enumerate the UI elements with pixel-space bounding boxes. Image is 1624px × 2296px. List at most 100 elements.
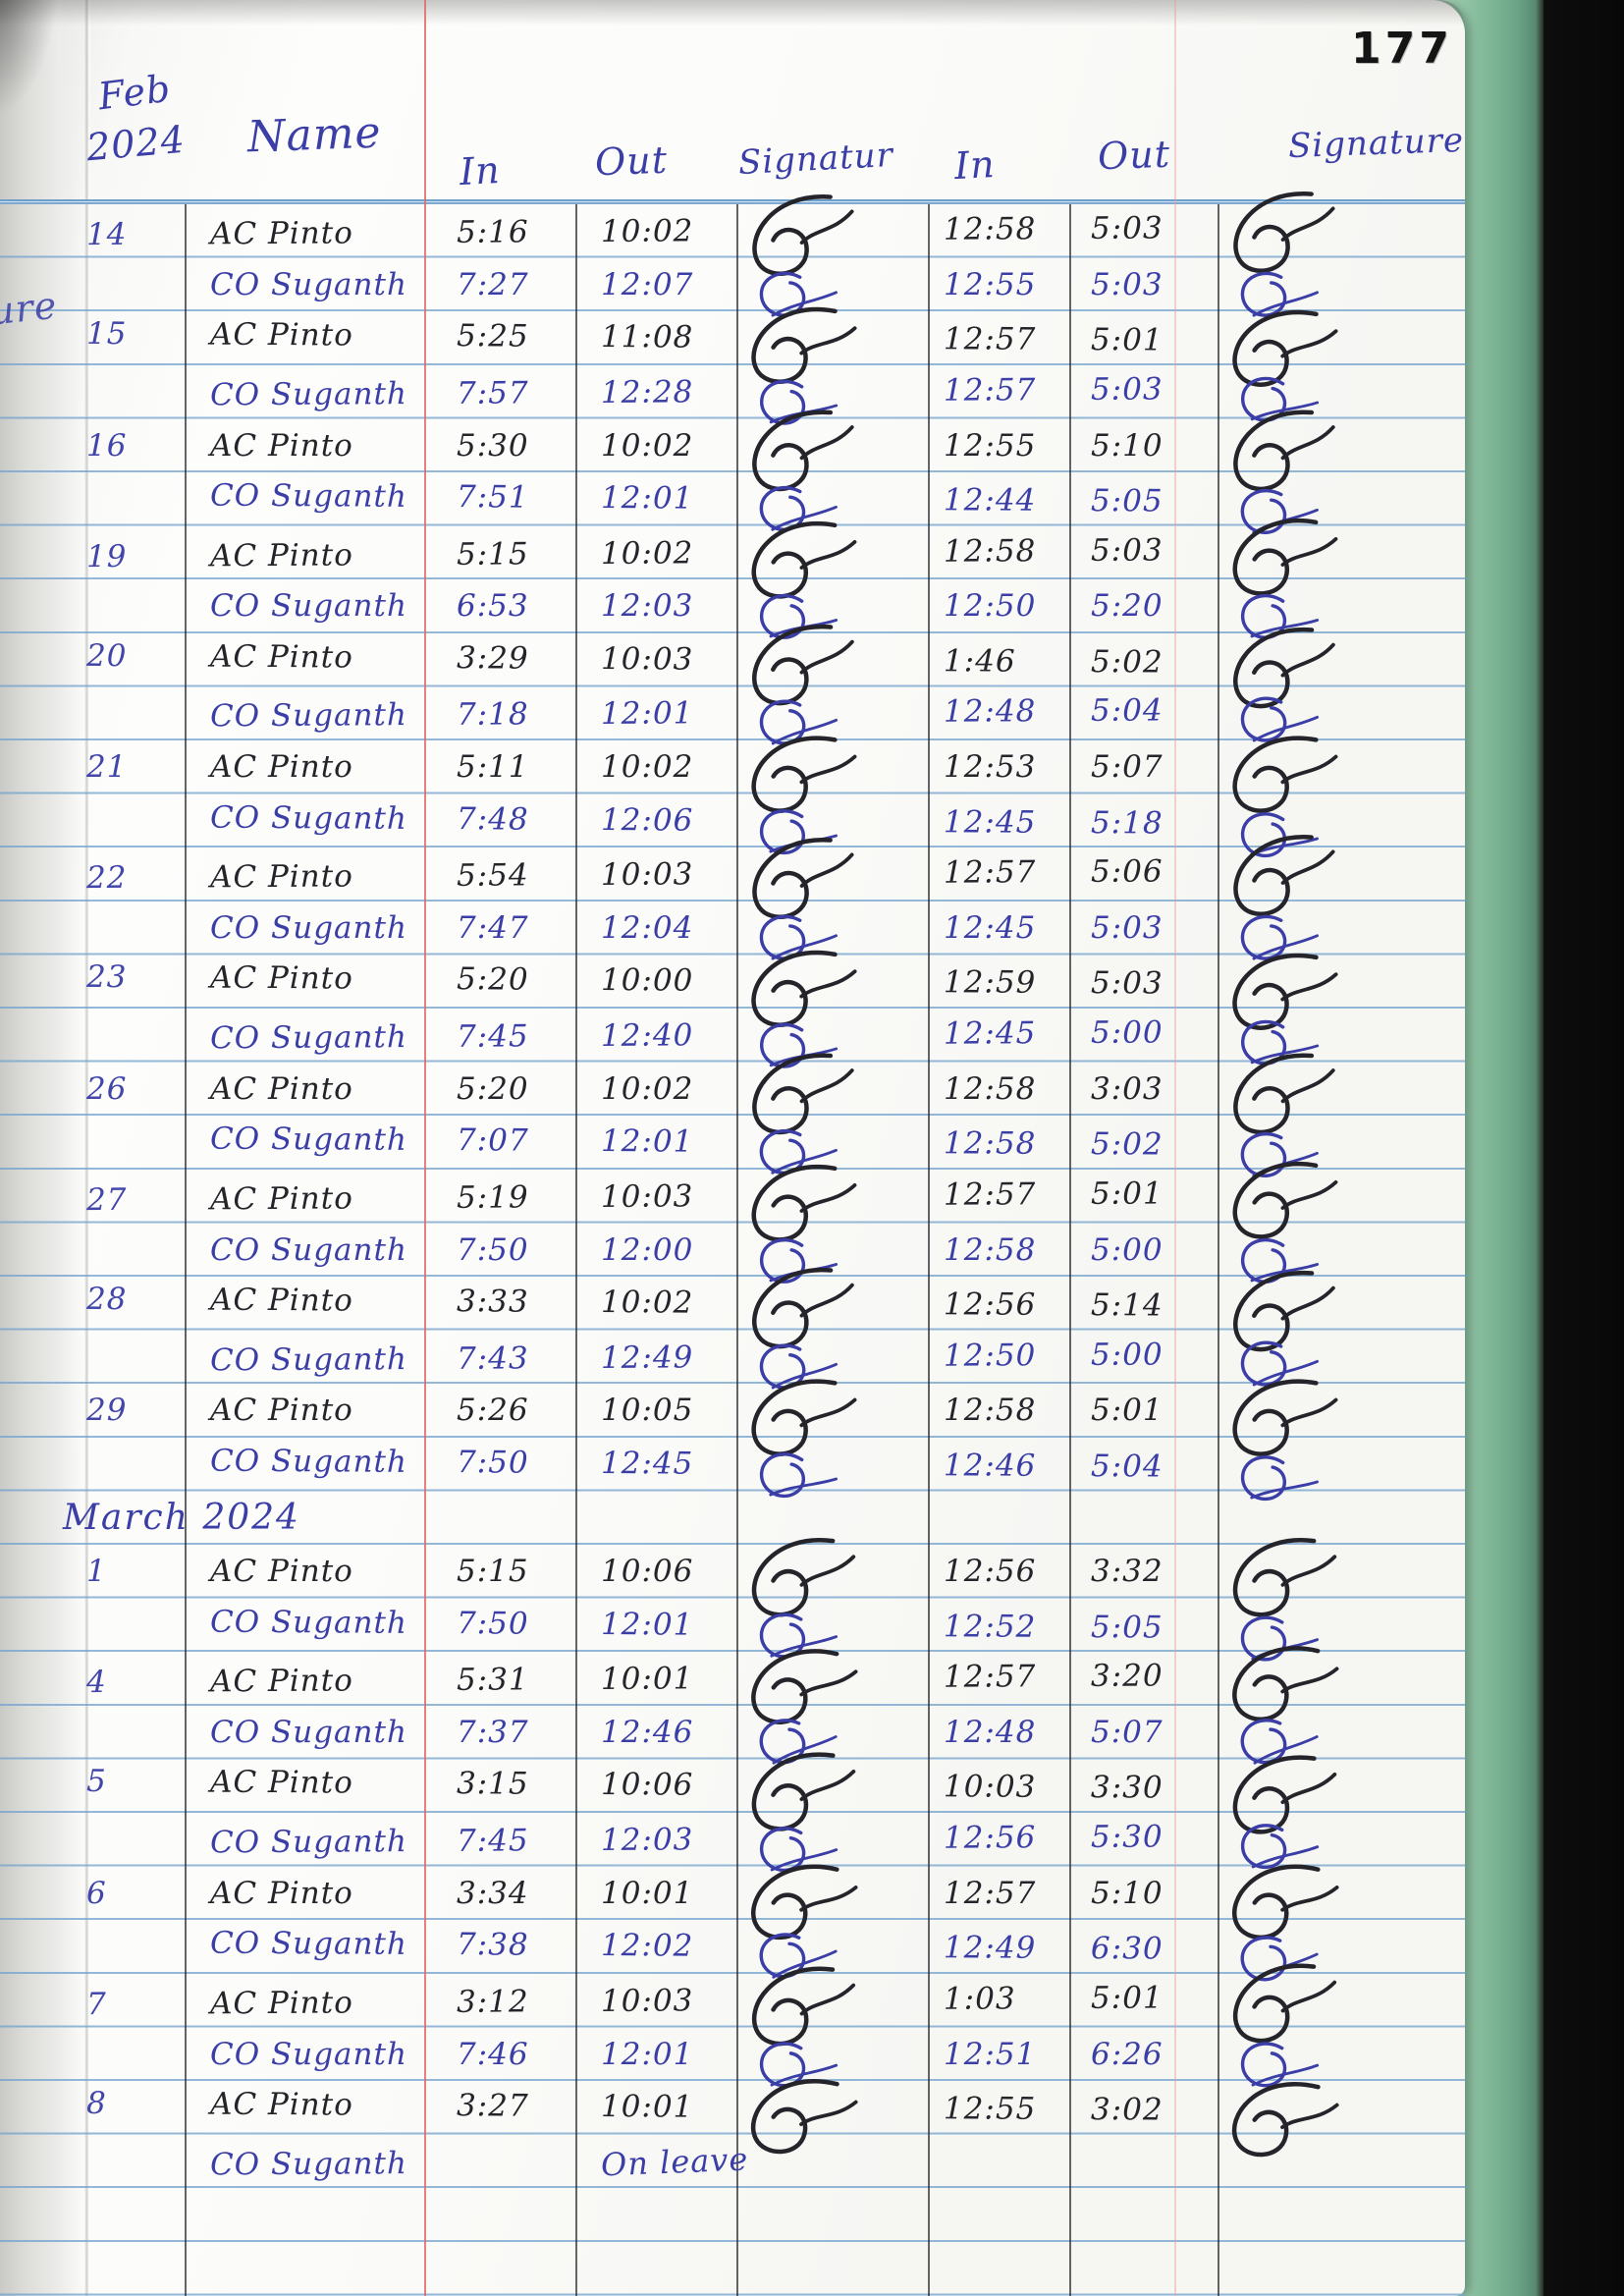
time-in-afternoon: 12:49 [943, 1930, 1037, 1967]
time-out-afternoon: 5:00 [1090, 1014, 1164, 1052]
signature-morning-cell [736, 625, 928, 706]
signature-scribble [1233, 628, 1335, 709]
signature-scribble [751, 1538, 856, 1617]
time-in-morning: 7:48 [456, 801, 529, 838]
time-out-afternoon: 5:00 [1091, 1231, 1164, 1268]
row-date: 6 [86, 1875, 107, 1911]
register-row: CO Suganth 7:50 12:45 12:46 5:04 [59, 1433, 1445, 1502]
signature-scribble [1233, 410, 1335, 491]
row-name: CO Suganth [210, 588, 407, 625]
signature-scribble [1232, 1864, 1339, 1940]
time-in-morning: 7:18 [456, 697, 529, 734]
page-top-shadow [0, 0, 1465, 26]
time-out-afternoon: 6:30 [1090, 1931, 1164, 1968]
row-name: CO Suganth [209, 2146, 408, 2183]
row-name: AC Pinto [209, 317, 353, 355]
register-row: 8 AC Pinto 3:27 10:01 12:55 3:02 [59, 2077, 1445, 2158]
time-in-morning: 5:19 [456, 1179, 529, 1216]
signature-scribble [759, 1827, 839, 1873]
signature-morning-cell [736, 809, 928, 855]
time-out-morning: 12:03 [600, 1822, 694, 1859]
time-out-afternoon: 5:03 [1090, 965, 1164, 1003]
column-header-out-afternoon: Out [1097, 132, 1171, 179]
signature-afternoon-cell [1218, 1646, 1445, 1722]
time-in-afternoon: 12:58 [944, 1070, 1037, 1107]
register-row: CO Suganth 7:48 12:06 12:45 5:18 [59, 790, 1445, 857]
attendance-table: 14 AC Pinto 5:16 10:02 12:58 5:03 CO Suganth 7:… [59, 191, 1445, 2296]
column-header-out-morning: Out [594, 137, 669, 185]
binding-shadow [0, 0, 59, 118]
signature-scribble [1240, 1340, 1320, 1387]
signature-scribble [1240, 594, 1320, 640]
time-out-afternoon: 5:05 [1090, 1609, 1164, 1646]
time-out-afternoon: 5:04 [1090, 1449, 1164, 1485]
signature-afternoon-cell [1218, 835, 1445, 917]
signature-morning-cell [736, 2079, 928, 2155]
time-in-morning: 3:33 [456, 1284, 529, 1320]
signature-scribble [759, 271, 838, 317]
row-name: AC Pinto [209, 858, 353, 896]
signature-morning-cell [736, 379, 928, 425]
page-number: 177 [1351, 24, 1453, 74]
signature-morning-cell [736, 1649, 928, 1725]
register-row: 1 AC Pinto 5:15 10:06 12:56 3:32 [59, 1538, 1445, 1617]
row-name: CO Suganth [209, 1604, 408, 1641]
row-date: 4 [85, 1665, 107, 1701]
time-out-afternoon: 5:07 [1091, 1715, 1164, 1751]
signature-afternoon-cell [1218, 1824, 1445, 1870]
time-out-afternoon: 5:00 [1090, 1337, 1164, 1373]
time-in-afternoon [928, 2159, 1069, 2160]
time-out-morning: On leave [575, 2140, 749, 2183]
time-out-morning: 10:06 [600, 1767, 694, 1804]
signature-morning-cell [736, 2160, 928, 2161]
header-underline [0, 199, 1465, 204]
signature-morning-cell [736, 1023, 928, 1069]
time-in-afternoon: 12:48 [943, 693, 1037, 731]
row-name: AC Pinto [209, 638, 353, 676]
signature-scribble [751, 951, 857, 1028]
column-header-signature-morning: Signatur [737, 135, 894, 184]
row-name: AC Pinto [209, 1663, 353, 1700]
row-date: 26 [86, 1070, 128, 1107]
time-in-morning: 3:27 [456, 2088, 529, 2124]
row-date: 15 [85, 316, 128, 353]
time-out-morning: 10:05 [601, 1393, 694, 1429]
row-name: CO Suganth [209, 697, 408, 736]
signature-morning-cell [736, 520, 928, 599]
row-date: 19 [85, 538, 128, 575]
row-name: AC Pinto [210, 1393, 353, 1429]
register-row: CO Suganth 7:27 12:07 12:55 5:03 [59, 258, 1445, 317]
row-name: CO Suganth [209, 477, 408, 516]
register-row: CO Suganth 6:53 12:03 12:50 5:20 [59, 579, 1445, 640]
register-row: CO Suganth 7:57 12:28 12:57 5:03 [59, 360, 1445, 425]
time-in-afternoon: 12:59 [943, 964, 1037, 1002]
signature-scribble [759, 1613, 839, 1659]
row-name: AC Pinto [209, 1765, 353, 1802]
time-out-morning: 12:01 [600, 1123, 694, 1161]
time-out-morning: 10:02 [601, 1070, 694, 1107]
row-date: 1 [86, 1554, 107, 1590]
time-out-afternoon: 3:30 [1090, 1770, 1164, 1807]
time-out-afternoon: 6:26 [1091, 2036, 1164, 2072]
row-name: CO Suganth [209, 799, 408, 837]
time-in-afternoon: 1:46 [943, 643, 1016, 680]
column-line-in2-out2 [1069, 204, 1071, 2296]
time-out-morning: 11:08 [600, 319, 694, 356]
time-out-afternoon: 3:32 [1091, 1554, 1164, 1590]
signature-scribble [1240, 697, 1320, 743]
signature-afternoon-cell [1218, 1455, 1445, 1502]
signature-morning-cell [736, 1452, 928, 1499]
signature-scribble [1232, 1963, 1337, 2044]
signature-scribble [1232, 1162, 1338, 1239]
time-out-morning: 12:01 [600, 1606, 694, 1643]
time-out-morning: 10:03 [600, 1983, 694, 2020]
time-in-morning: 5:16 [456, 214, 529, 251]
time-in-morning: 3:29 [456, 640, 529, 677]
signature-afternoon-cell [1218, 628, 1445, 709]
signature-morning-cell [736, 1343, 928, 1390]
signature-afternoon-cell [1218, 2158, 1445, 2159]
signature-afternoon-cell [1218, 954, 1445, 1031]
signature-morning-cell [736, 1966, 928, 2047]
signature-scribble [1240, 1237, 1320, 1284]
month-label-line1: Feb [95, 66, 174, 119]
